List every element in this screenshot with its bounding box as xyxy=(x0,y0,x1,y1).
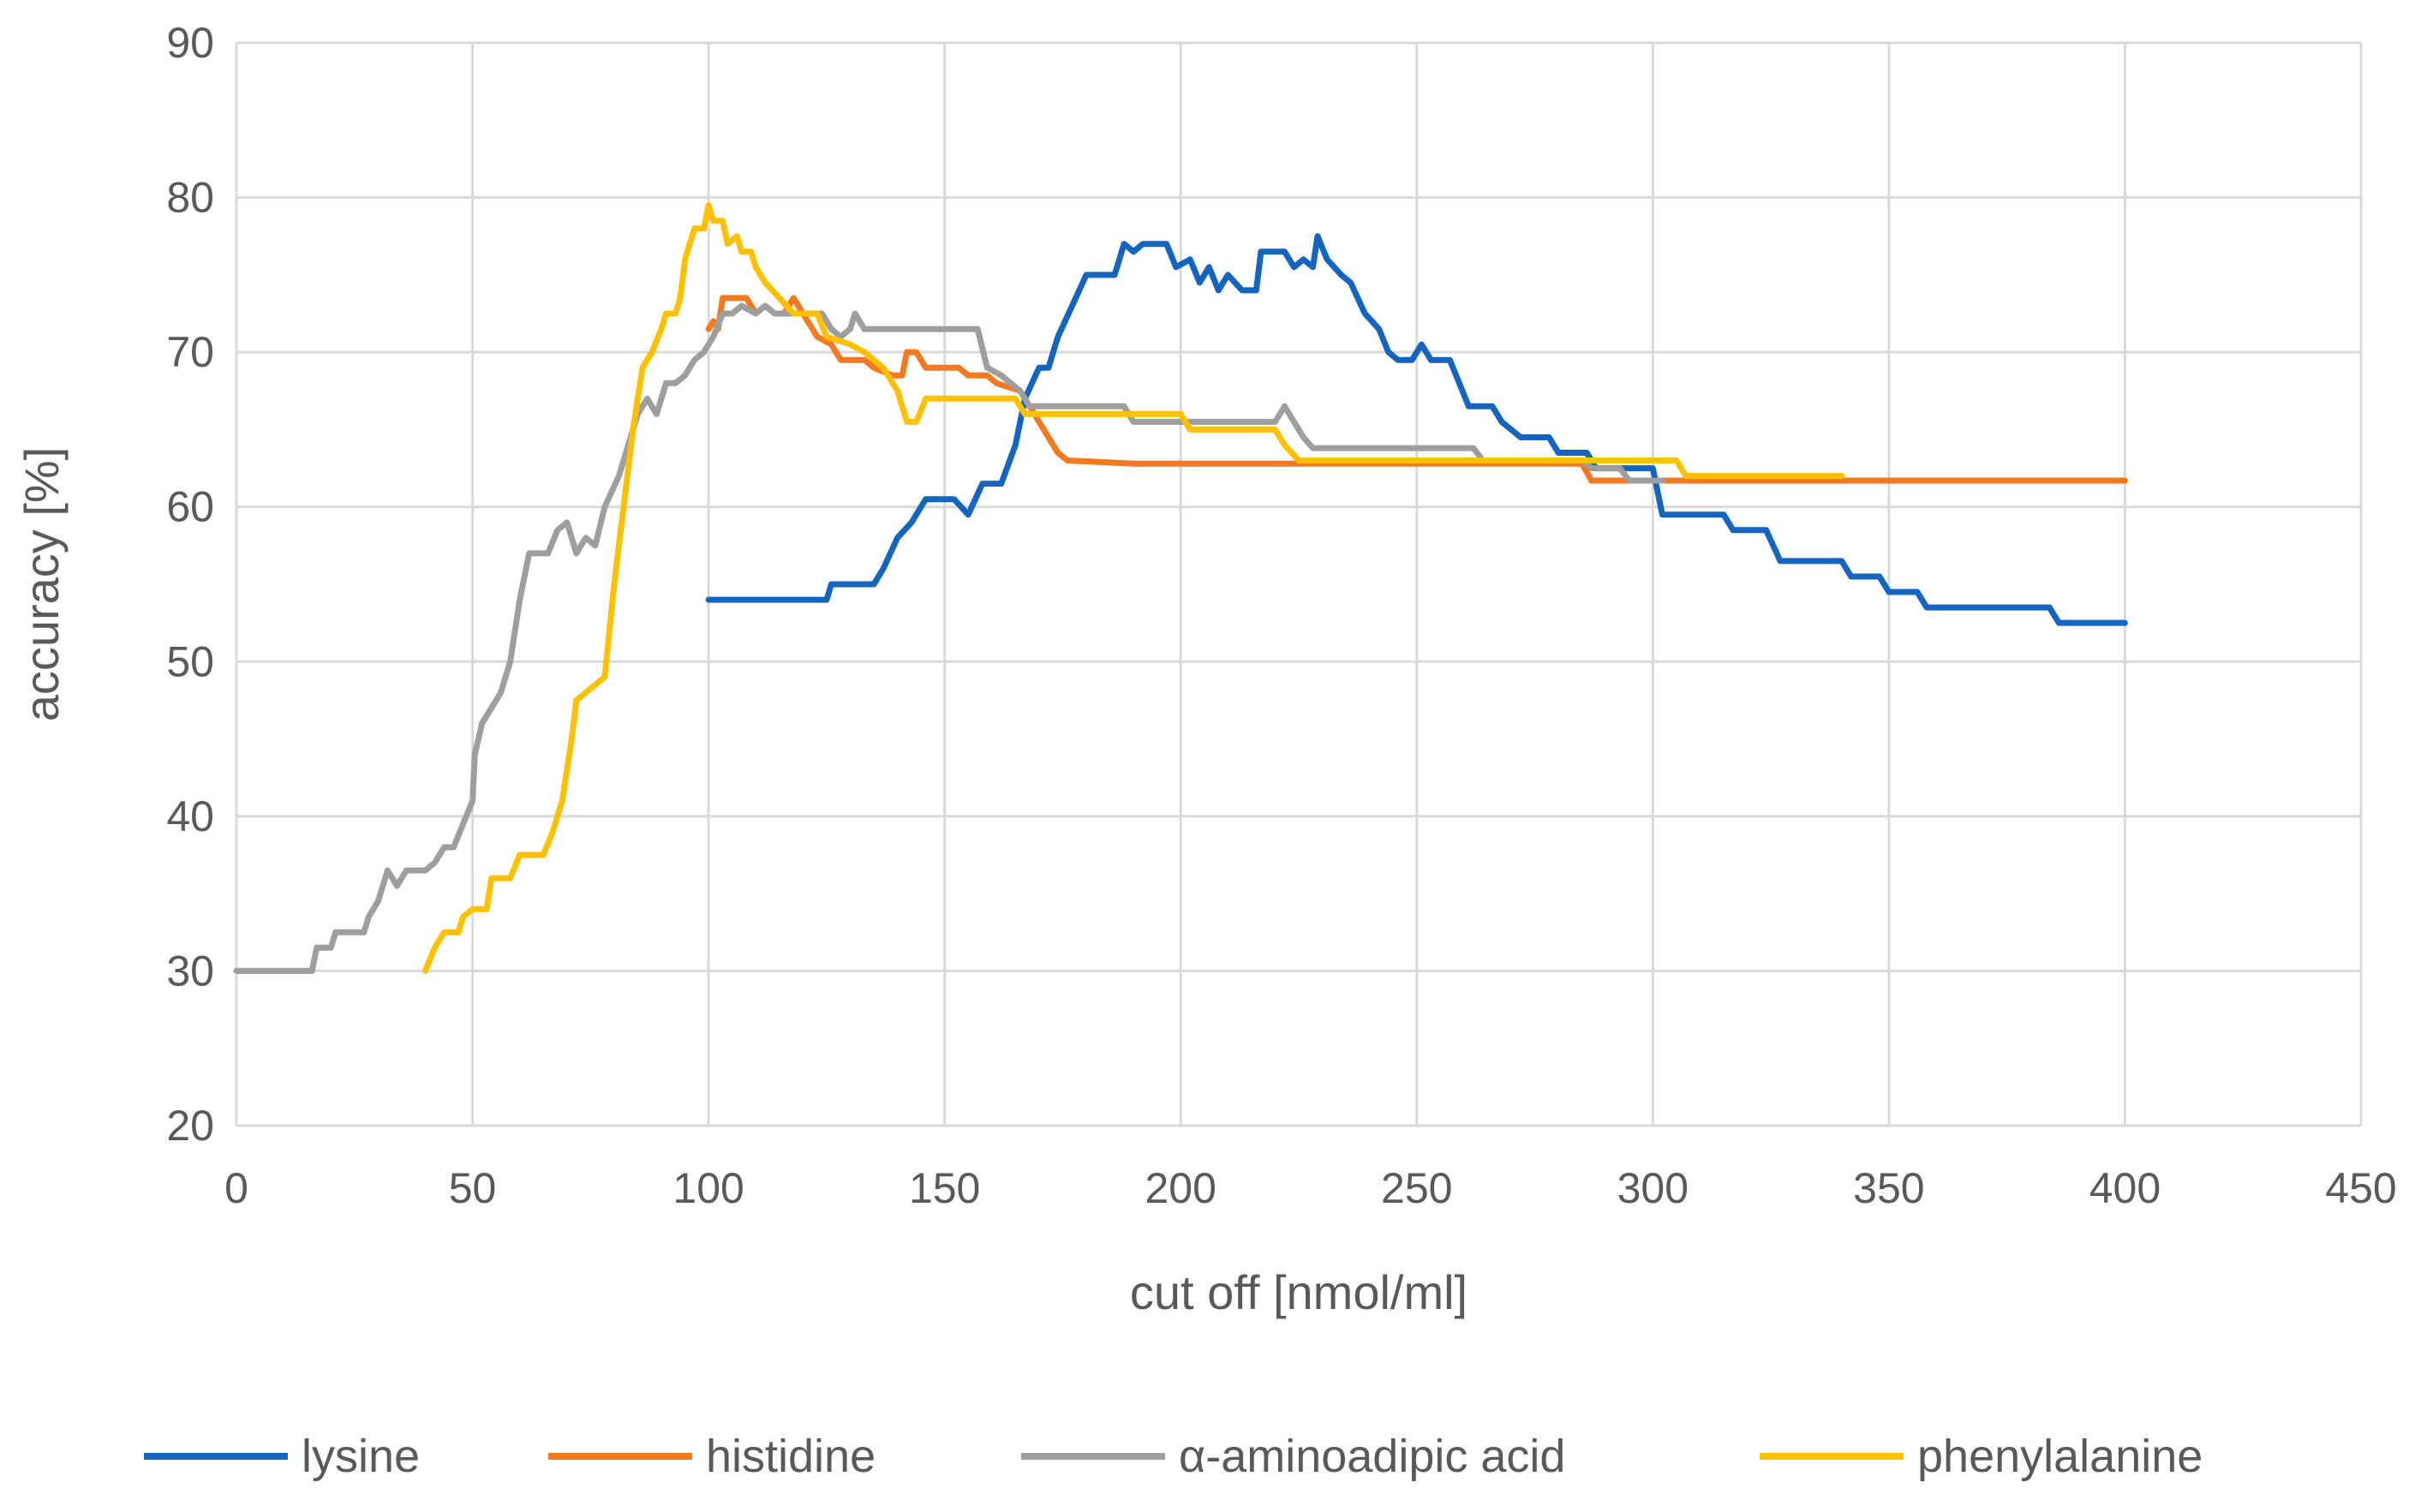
legend: lysine histidine α-aminoadipic acid phenyla… xyxy=(144,1431,2203,1482)
legend-label: lysine xyxy=(302,1431,420,1482)
series-line-2 xyxy=(233,302,1665,974)
series-line-0 xyxy=(705,233,2128,626)
x-tick-label: 250 xyxy=(1381,1164,1452,1212)
legend-label: histidine xyxy=(706,1431,876,1482)
x-tick-label: 200 xyxy=(1145,1164,1216,1212)
y-tick-label: 50 xyxy=(166,637,214,685)
y-tick-label: 20 xyxy=(166,1102,214,1150)
x-tick-label: 300 xyxy=(1617,1164,1689,1212)
y-tick-label: 60 xyxy=(166,483,214,531)
x-tick-label: 100 xyxy=(673,1164,744,1212)
y-axis-title: accuracy [%] xyxy=(15,447,69,722)
y-tick-label: 80 xyxy=(166,174,214,222)
series-line-3 xyxy=(421,202,1845,974)
grid xyxy=(235,41,2363,1127)
y-tick-label: 70 xyxy=(166,328,214,376)
y-tick-label: 30 xyxy=(166,947,214,995)
x-tick-label: 450 xyxy=(2325,1164,2396,1212)
x-tick-label: 350 xyxy=(1853,1164,1924,1212)
legend-label: α-aminoadipic acid xyxy=(1179,1431,1565,1482)
x-tick-label: 400 xyxy=(2089,1164,2161,1212)
y-tick-label: 40 xyxy=(166,792,214,840)
y-tick-label: 90 xyxy=(166,19,214,67)
legend-label: phenylalanine xyxy=(1917,1431,2203,1482)
series-lines xyxy=(233,202,2128,974)
x-axis-title: cut off [nmol/ml] xyxy=(1130,1265,1468,1319)
tick-labels: 20 30 40 50 60 70 80 90 0 50 100 150 200 250 300 350 400… xyxy=(166,19,2396,1212)
x-tick-label: 150 xyxy=(909,1164,980,1212)
x-tick-label: 0 xyxy=(224,1164,248,1212)
x-tick-label: 50 xyxy=(449,1164,497,1212)
